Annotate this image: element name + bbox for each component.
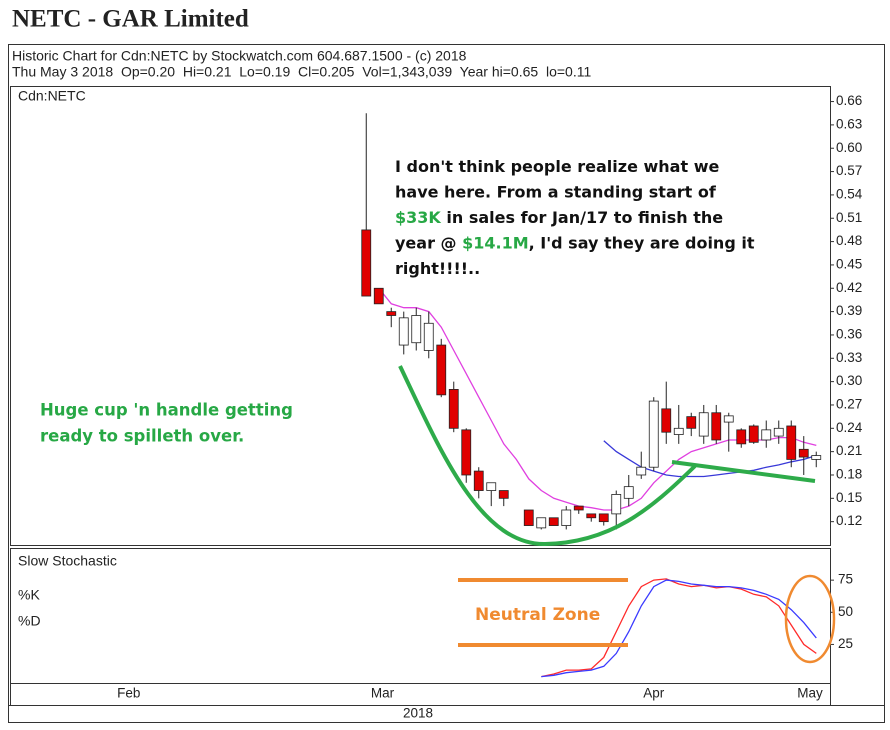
candle-body (548, 517, 559, 526)
comment-segment: right!!!!.. (395, 259, 480, 278)
y-tick-label: 0.57 (836, 163, 862, 178)
y-tick-label: 0.30 (836, 373, 862, 388)
x-tick-label: Mar (371, 686, 395, 701)
y-tick-label: 0.54 (836, 186, 863, 201)
candle-body (598, 513, 609, 523)
price-panel (10, 86, 831, 546)
y-tick-label: 0.21 (836, 443, 862, 458)
zone-label: Neutral Zone (475, 605, 600, 625)
cup-curve (398, 365, 697, 547)
candle-body (711, 412, 722, 441)
candle-body (686, 416, 697, 429)
legend-label: %K (18, 587, 40, 603)
candle-body (448, 389, 459, 429)
y-tick-label: 0.60 (836, 140, 862, 155)
cup-note: Huge cup 'n handle getting (40, 401, 293, 420)
y-tick-label: 0.48 (836, 233, 862, 248)
panel-label: Slow Stochastic (18, 553, 117, 569)
candle-body (361, 229, 372, 297)
y-tick-label: 0.42 (836, 280, 862, 295)
page-title: NETC - GAR Limited (12, 6, 249, 33)
handle-line (671, 460, 816, 483)
legend-label: %D (18, 613, 41, 629)
comment-line: I don't think people realize what we (395, 157, 719, 176)
comment-segment: year @ (395, 233, 462, 252)
candle-body (536, 517, 547, 529)
comment-line: $33K in sales for Jan/17 to finish the (395, 208, 723, 227)
y-tick-label: 0.63 (836, 116, 862, 131)
y-tick-label: 0.12 (836, 513, 862, 528)
highlight-ellipse (784, 574, 836, 664)
candle-body (486, 482, 497, 491)
y-tick-label: 0.66 (836, 93, 862, 108)
annotations: I don't think people realize what we have… (40, 157, 755, 626)
candle-body (473, 470, 484, 491)
x-tick-label: Apr (643, 686, 665, 701)
candle-body (398, 317, 409, 346)
y-tick-label: 0.39 (836, 303, 862, 318)
candle-body (811, 455, 822, 460)
header-line: Historic Chart for Cdn:NETC by Stockwatc… (12, 48, 467, 64)
candle-body (748, 425, 759, 443)
comment-segment: have here. From a standing start of (395, 182, 717, 201)
y-tick-label: 0.51 (836, 210, 862, 225)
y-tick-label: 0.24 (836, 420, 863, 435)
comment-line: have here. From a standing start of (395, 182, 717, 201)
stochastic-line (541, 579, 817, 678)
candle-body (373, 287, 384, 305)
y-tick-label: 0.36 (836, 327, 862, 342)
comment-line: right!!!!.. (395, 259, 480, 278)
y-tick-label: 0.15 (836, 490, 862, 505)
candle-body (723, 415, 734, 423)
candle-body (498, 490, 509, 499)
candle-body (561, 509, 572, 526)
y-tick-label: 0.18 (836, 467, 862, 482)
y-tick-label: 0.45 (836, 256, 862, 271)
candle-body (661, 408, 672, 433)
moving-average (603, 440, 817, 478)
comment-segment: , I'd say they are doing it (529, 233, 755, 252)
candle-body (573, 505, 584, 511)
comment-line: year @ $14.1M, I'd say they are doing it (395, 233, 755, 252)
candle-body (623, 486, 634, 499)
candle-body (736, 429, 747, 445)
candle-body (773, 427, 784, 437)
x-tick-label: Feb (117, 686, 140, 701)
candle-body (411, 315, 422, 344)
chart-frame (8, 44, 885, 723)
candle-body (386, 311, 397, 316)
candle-body (673, 427, 684, 435)
candle-body (436, 344, 447, 396)
comment-segment: in sales for Jan/17 to finish the (441, 208, 723, 227)
y-tick-label: 0.27 (836, 397, 862, 412)
candle-body (461, 429, 472, 476)
stochastic-line (541, 578, 817, 678)
candle-body (523, 509, 534, 526)
candle-body (798, 448, 809, 458)
candle-body (698, 412, 709, 437)
candle-body (586, 513, 597, 519)
y-tick-label: 0.33 (836, 350, 862, 365)
candle-body (761, 429, 772, 441)
candle-body (636, 466, 647, 476)
comment-segment: I don't think people realize what we (395, 157, 719, 176)
y-tick-label: 75 (838, 572, 853, 587)
panel-label: Cdn:NETC (18, 88, 86, 104)
candle-body (786, 425, 797, 460)
candle-body (611, 494, 622, 515)
year-label: 2018 (403, 706, 433, 721)
cup-note: ready to spilleth over. (40, 427, 244, 446)
candle-body (648, 400, 659, 468)
x-tick-label: May (797, 686, 823, 701)
y-tick-label: 50 (838, 604, 853, 619)
y-tick-label: 25 (838, 636, 853, 651)
candle-body (423, 322, 434, 351)
marks: 0.12 0.15 0.18 0.21 0.24 0.27 0.30 0.33 0.36 0.39… (18, 93, 863, 700)
header-line: Thu May 3 2018 Op=0.20 Hi=0.21 Lo=0.19 C… (12, 64, 591, 80)
comment-segment: $14.1M (462, 233, 529, 252)
comment-segment: $33K (395, 208, 441, 227)
